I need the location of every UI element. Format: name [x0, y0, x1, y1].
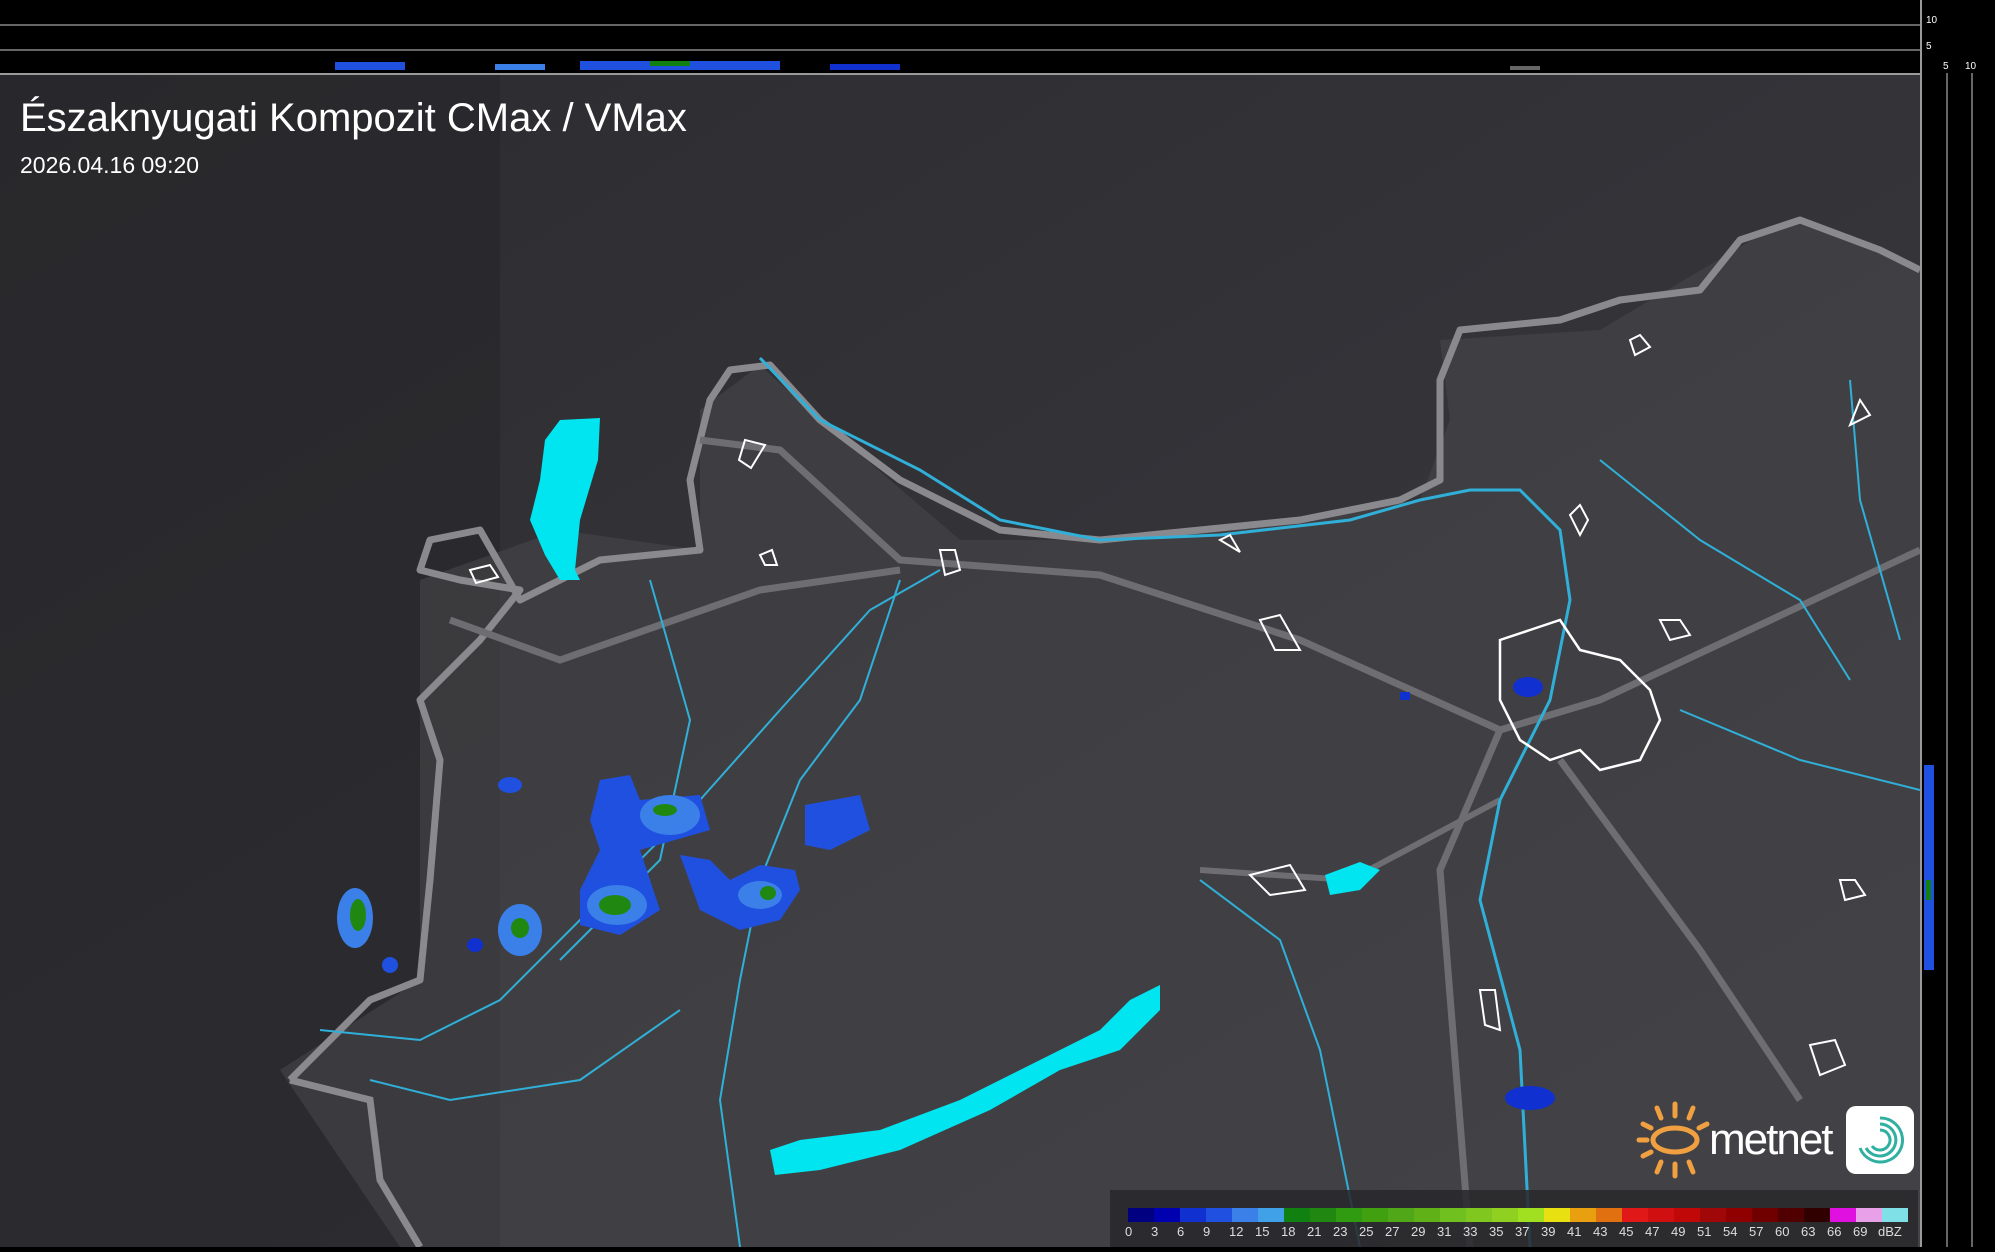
- legend-label: 57: [1749, 1224, 1764, 1239]
- country-border: [287, 216, 1922, 1083]
- legend-label: 37: [1515, 1224, 1530, 1239]
- legend-swatch: [1440, 1208, 1466, 1222]
- metnet-logo: metnet: [1635, 1100, 1914, 1180]
- legend-swatch: [1622, 1208, 1648, 1222]
- legend-swatch: [1258, 1208, 1284, 1222]
- legend-swatch: [1882, 1208, 1908, 1222]
- legend-label: 43: [1593, 1224, 1608, 1239]
- river: [319, 569, 941, 1042]
- city-outline: [1498, 618, 1662, 772]
- tick-label: 10: [1926, 15, 1938, 26]
- legend-swatch: [1752, 1208, 1778, 1222]
- legend-label: 6: [1177, 1224, 1185, 1239]
- legend-swatch: [1388, 1208, 1414, 1222]
- river: [1679, 709, 1921, 791]
- legend-swatch: [1726, 1208, 1752, 1222]
- legend-label: 60: [1775, 1224, 1790, 1239]
- legend-label: 3: [1151, 1224, 1159, 1239]
- top-profile-panel: [0, 0, 1920, 75]
- legend-labels: 0 3 6 9 12 15 18 21 23 25 27 29 31 33 35 37 39 41 43 45 47 49…: [1125, 1224, 1928, 1244]
- legend-swatch: [1180, 1208, 1206, 1222]
- legend-unit: dBZ: [1878, 1224, 1902, 1239]
- legend-label: 66: [1827, 1224, 1842, 1239]
- country-border: [1557, 757, 1803, 1102]
- legend-swatch: [1674, 1208, 1700, 1222]
- legend-swatch: [1232, 1208, 1258, 1222]
- legend-label: 33: [1463, 1224, 1478, 1239]
- legend-label: 49: [1671, 1224, 1686, 1239]
- legend-label: 41: [1567, 1224, 1582, 1239]
- tick-label: 5: [1926, 41, 1932, 52]
- legend-swatch: [1414, 1208, 1440, 1222]
- legend-label: 51: [1697, 1224, 1712, 1239]
- legend-swatch: [1700, 1208, 1726, 1222]
- legend-swatch: [1154, 1208, 1180, 1222]
- legend-label: 69: [1853, 1224, 1868, 1239]
- lake-velence: [1325, 862, 1380, 895]
- legend-label: 23: [1333, 1224, 1348, 1239]
- legend-swatch: [1856, 1208, 1882, 1222]
- brand-name: metnet: [1709, 1115, 1834, 1164]
- legend-label: 15: [1255, 1224, 1270, 1239]
- timestamp: 2026.04.16 09:20: [20, 152, 200, 178]
- legend-swatch: [1310, 1208, 1336, 1222]
- sun-icon: [1636, 1101, 1710, 1179]
- country-border: [448, 566, 901, 664]
- legend-label: 29: [1411, 1224, 1426, 1239]
- legend-swatch: [1336, 1208, 1362, 1222]
- top-profile-graph: [0, 24, 1920, 70]
- legend-swatch: [1570, 1208, 1596, 1222]
- legend-label: 47: [1645, 1224, 1660, 1239]
- map-layer: [0, 75, 1922, 1249]
- legend-swatch: [1284, 1208, 1310, 1222]
- legend-label: 12: [1229, 1224, 1244, 1239]
- legend-swatch: [1128, 1208, 1154, 1222]
- legend-swatch: [1206, 1208, 1232, 1222]
- radar-echoes: [337, 677, 1555, 1110]
- lake-balaton: [770, 985, 1160, 1175]
- river: [1849, 379, 1901, 641]
- river-danube: [758, 356, 1572, 1248]
- legend-color-bar: [1128, 1208, 1908, 1222]
- legend-label: 25: [1359, 1224, 1374, 1239]
- country-border: [289, 1076, 424, 1249]
- river: [369, 1009, 681, 1102]
- side-profile-graph: [1924, 73, 1973, 1247]
- legend-label: 9: [1203, 1224, 1211, 1239]
- legend-swatch: [1596, 1208, 1622, 1222]
- legend-label: 0: [1125, 1224, 1133, 1239]
- page-title: Északnyugati Kompozit CMax / VMax: [20, 96, 687, 140]
- settlement-outlines: [468, 333, 1872, 1077]
- river: [1199, 879, 1361, 1248]
- dbz-legend: 0 3 6 9 12 15 18 21 23 25 27 29 31 33 35 37 39 41 43 45 47 49…: [1110, 1190, 1918, 1247]
- legend-swatch: [1518, 1208, 1544, 1222]
- legend-swatch: [1804, 1208, 1830, 1222]
- legend-label: 54: [1723, 1224, 1738, 1239]
- legend-label: 39: [1541, 1224, 1556, 1239]
- legend-label: 45: [1619, 1224, 1634, 1239]
- legend-label: 27: [1385, 1224, 1400, 1239]
- legend-swatch: [1466, 1208, 1492, 1222]
- legend-swatch: [1492, 1208, 1518, 1222]
- tick-label: 5: [1943, 61, 1949, 72]
- legend-swatch: [1830, 1208, 1856, 1222]
- lake-neusiedl: [530, 418, 600, 580]
- legend-swatch: [1648, 1208, 1674, 1222]
- side-profile-panel: 10 5 5 10: [1920, 0, 1995, 1247]
- radar-map[interactable]: [0, 75, 1922, 1249]
- legend-swatch: [1362, 1208, 1388, 1222]
- country-border: [1436, 728, 1504, 1248]
- legend-label: 35: [1489, 1224, 1504, 1239]
- country-border: [699, 436, 1922, 734]
- tick-label: 10: [1965, 61, 1977, 72]
- river: [1599, 459, 1851, 681]
- legend-label: 21: [1307, 1224, 1322, 1239]
- legend-label: 18: [1281, 1224, 1296, 1239]
- legend-swatch: [1778, 1208, 1804, 1222]
- legend-label: 63: [1801, 1224, 1816, 1239]
- app-logo-icon: [1845, 1106, 1914, 1174]
- legend-swatch: [1544, 1208, 1570, 1222]
- legend-label: 31: [1437, 1224, 1452, 1239]
- country-region: [280, 220, 1920, 1247]
